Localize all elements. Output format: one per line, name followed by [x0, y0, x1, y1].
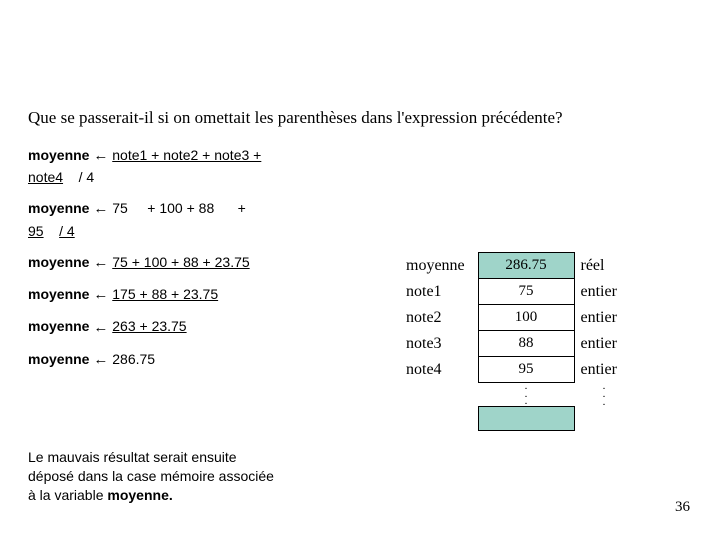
mem-value: 75	[478, 279, 574, 305]
conclusion-text: Le mauvais résultat serait ensuite dépos…	[28, 448, 348, 505]
page-number: 36	[675, 499, 690, 516]
var-name: moyenne	[28, 147, 89, 163]
var-name-4: moyenne	[28, 286, 89, 302]
calculation-steps: moyenne ← note1 + note2 + note3 + note4 …	[28, 146, 368, 370]
assign-arrow-4: ←	[93, 285, 108, 305]
mem-label: moyenne	[400, 253, 478, 279]
assign-arrow-5: ←	[93, 318, 108, 338]
dots-row: ..	[400, 383, 634, 391]
dots-row: ..	[400, 398, 634, 406]
mem-label: note1	[400, 279, 478, 305]
mem-value: 286.75	[478, 253, 574, 279]
dots-row: ..	[400, 391, 634, 399]
memory-row-empty	[400, 407, 634, 431]
mem-label: note2	[400, 305, 478, 331]
var-name-2: moyenne	[28, 200, 89, 216]
conclusion-var: moyenne.	[107, 487, 172, 503]
memory-row: note2 100 entier	[400, 305, 634, 331]
memory-table: moyenne 286.75 réel note1 75 entier note…	[400, 252, 634, 431]
mem-type: réel	[574, 253, 634, 279]
memory-row: moyenne 286.75 réel	[400, 253, 634, 279]
mem-label: note4	[400, 357, 478, 383]
assign-arrow: ←	[93, 146, 108, 166]
mem-empty-box	[478, 407, 574, 431]
expr-2c: +	[238, 200, 246, 216]
question-text: Que se passerait-il si on omettait les p…	[28, 108, 692, 128]
expr-1c: / 4	[79, 169, 95, 185]
assign-arrow-3: ←	[93, 253, 108, 273]
mem-type: entier	[574, 279, 634, 305]
expr-5: 263 + 23.75	[112, 318, 186, 334]
memory-row: note4 95 entier	[400, 357, 634, 383]
var-name-6: moyenne	[28, 351, 89, 367]
expr-2b: + 100 + 88	[147, 200, 214, 216]
mem-value: 100	[478, 305, 574, 331]
expr-4: 175 + 88 + 23.75	[112, 286, 218, 302]
var-name-5: moyenne	[28, 318, 89, 334]
mem-label: note3	[400, 331, 478, 357]
mem-type: entier	[574, 305, 634, 331]
mem-type: entier	[574, 357, 634, 383]
expr-6: 286.75	[112, 351, 155, 367]
mem-type: entier	[574, 331, 634, 357]
var-name-3: moyenne	[28, 254, 89, 270]
conclusion-line: Le mauvais résultat serait ensuite	[28, 448, 348, 467]
conclusion-line: déposé dans la case mémoire associée	[28, 467, 348, 486]
assign-arrow-6: ←	[93, 350, 108, 370]
expr-1a: note1 + note2 + note3 +	[112, 147, 261, 163]
mem-value: 95	[478, 357, 574, 383]
expr-2e: / 4	[59, 223, 75, 239]
mem-value: 88	[478, 331, 574, 357]
conclusion-line: à la variable	[28, 487, 107, 503]
expr-2a: 75	[112, 200, 128, 216]
expr-3: 75 + 100 + 88 + 23.75	[112, 254, 249, 270]
memory-row: note1 75 entier	[400, 279, 634, 305]
memory-row: note3 88 entier	[400, 331, 634, 357]
assign-arrow-2: ←	[93, 199, 108, 219]
expr-2d: 95	[28, 223, 44, 239]
expr-1b: note4	[28, 169, 63, 185]
